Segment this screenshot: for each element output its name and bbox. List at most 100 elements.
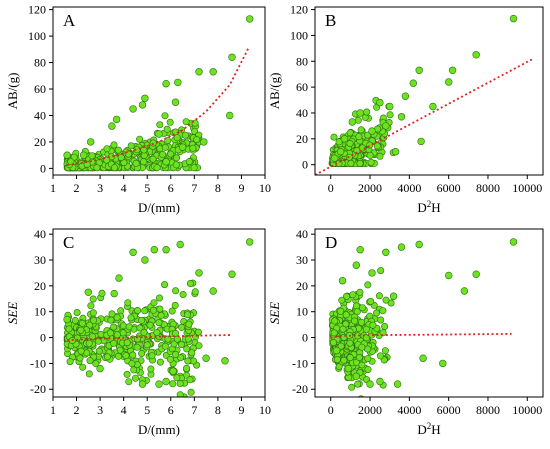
data-point (153, 164, 161, 172)
data-point (377, 316, 385, 324)
data-point (185, 158, 193, 166)
data-point (419, 354, 427, 362)
data-point (141, 307, 149, 315)
data-point (342, 311, 350, 319)
data-point (173, 154, 181, 162)
y-tick-label: 20 (296, 132, 308, 146)
data-point (172, 287, 180, 295)
data-point (171, 301, 179, 309)
data-point (128, 360, 136, 368)
data-point (348, 383, 356, 391)
y-tick-label: 30 (34, 253, 46, 267)
data-point (195, 269, 203, 277)
data-point (119, 322, 127, 330)
data-point (356, 159, 364, 167)
y-tick-label: 60 (34, 82, 46, 96)
y-tick-label: 10 (34, 305, 46, 319)
data-point (88, 152, 96, 160)
data-point (162, 79, 170, 88)
data-point (113, 313, 121, 321)
data-point (176, 391, 184, 397)
data-point (148, 352, 156, 360)
data-point (355, 353, 363, 361)
x-tick-label: 4 (121, 181, 127, 195)
data-point (110, 323, 118, 331)
data-point (162, 246, 170, 254)
y-axis-title: SEE (5, 302, 20, 324)
y-tick-label: 60 (296, 80, 308, 94)
data-point (63, 151, 71, 159)
data-point (349, 291, 357, 299)
data-point (140, 328, 148, 336)
data-point (382, 122, 390, 130)
data-point (86, 321, 94, 329)
data-point (172, 350, 180, 358)
data-point (168, 307, 176, 315)
y-tick-label: 120 (290, 3, 308, 17)
data-point (417, 137, 425, 146)
panel-c: 1 2 3 4 5 6 7 8 9 10 -20 -10 0 10 20 30 40 C D/(mm) SEE (5, 227, 271, 437)
x-tick-label: 4000 (397, 181, 421, 195)
data-point (509, 238, 518, 246)
data-point (184, 357, 192, 365)
data-point (79, 363, 87, 371)
x-tick-label: 3 (97, 181, 103, 195)
data-point (178, 143, 187, 151)
data-point (179, 290, 187, 298)
data-point (156, 358, 164, 366)
data-point (330, 133, 338, 141)
panel-d: 0 2000 4000 6000 8000 10000 -20 -10 0 10 20 30 40 D D2… (267, 227, 544, 437)
data-point (354, 380, 362, 388)
data-point (136, 135, 144, 143)
data-point (386, 102, 394, 111)
data-point (172, 161, 180, 169)
data-point (195, 342, 203, 350)
data-point (77, 326, 85, 334)
y-tick-label: 20 (34, 279, 46, 293)
data-point (337, 307, 345, 315)
data-point (173, 335, 181, 343)
x-tick-label: 9 (238, 181, 244, 195)
x-tick-label: 2 (74, 181, 80, 195)
data-point (332, 346, 341, 355)
data-point (125, 378, 133, 386)
data-point (122, 352, 130, 360)
data-point (368, 269, 376, 277)
data-point (202, 354, 210, 362)
data-point (429, 102, 437, 111)
data-point (114, 146, 122, 154)
data-point (356, 109, 364, 117)
data-point (191, 288, 199, 296)
data-points (328, 238, 518, 397)
data-point (138, 349, 146, 357)
data-point (348, 118, 356, 126)
fit-line (330, 333, 512, 339)
plot-frame (52, 6, 266, 176)
x-tick-label: 6000 (437, 403, 461, 417)
data-point (110, 289, 118, 298)
data-point (335, 138, 343, 146)
data-point (115, 274, 123, 282)
data-point (183, 364, 191, 372)
data-point (161, 143, 169, 151)
x-tick-label: 0 (328, 181, 334, 195)
data-points (63, 15, 254, 172)
data-point (367, 158, 375, 166)
data-point (76, 354, 84, 362)
data-point (130, 366, 138, 374)
data-point (186, 376, 194, 384)
data-point (228, 53, 236, 61)
data-point (95, 347, 103, 355)
data-point (84, 288, 93, 296)
data-point (209, 68, 217, 76)
data-point (119, 329, 127, 337)
data-point (153, 329, 161, 337)
data-point (386, 111, 394, 119)
data-point (159, 150, 167, 158)
fit-line (67, 334, 233, 341)
data-point (363, 108, 371, 116)
data-point (193, 136, 201, 144)
data-point (226, 111, 234, 120)
plot-frame (52, 228, 266, 398)
plot-frame (314, 228, 544, 398)
